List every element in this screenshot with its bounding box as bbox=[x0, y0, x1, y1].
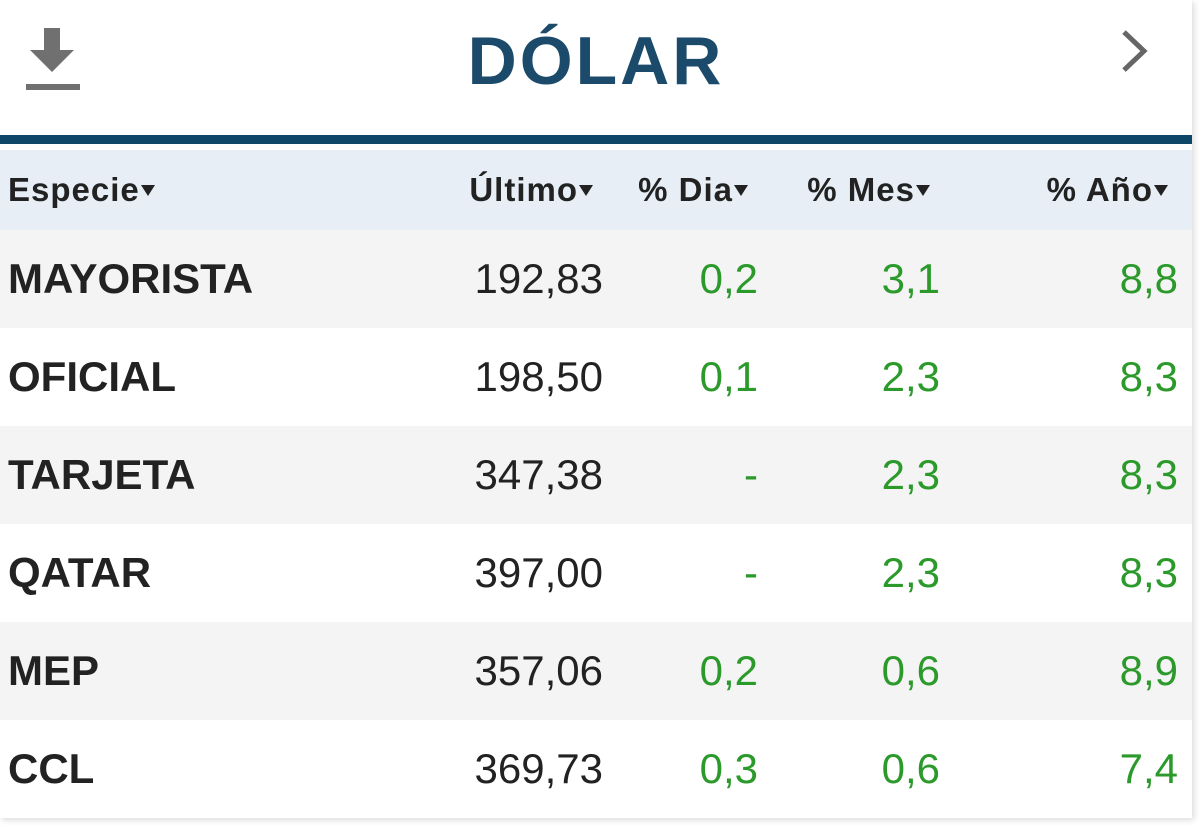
cell-value: 198,50 bbox=[474, 353, 603, 400]
column-header[interactable]: Último bbox=[469, 150, 593, 230]
cell-value: 0,6 bbox=[881, 745, 940, 792]
cell-value: 8,3 bbox=[1119, 353, 1178, 400]
column-header[interactable]: % Dia bbox=[638, 150, 748, 230]
cell-value: 0,2 bbox=[699, 647, 758, 694]
download-icon[interactable] bbox=[24, 26, 84, 94]
cell-value: 7,4 bbox=[1119, 745, 1178, 792]
table-row: MEP 357,06 0,2 0,6 8,9 bbox=[0, 622, 1192, 720]
sort-arrow[interactable] bbox=[916, 183, 930, 197]
row-name: OFICIAL bbox=[8, 353, 176, 400]
title: DÓLAR bbox=[467, 23, 725, 99]
sort-arrow[interactable] bbox=[579, 183, 593, 197]
column-header[interactable]: Especie bbox=[8, 150, 155, 230]
cell-value: 8,3 bbox=[1119, 451, 1178, 498]
cell-value: 8,9 bbox=[1119, 647, 1178, 694]
column-header[interactable]: % Mes bbox=[807, 150, 930, 230]
header-row: Especie Último % Dia % Mes % Año bbox=[0, 150, 1192, 230]
cell-value: 2,3 bbox=[881, 451, 940, 498]
column-label: % Mes bbox=[807, 171, 915, 208]
column-label: Especie bbox=[8, 171, 140, 208]
cell-value: 192,83 bbox=[474, 255, 603, 302]
column-label: Último bbox=[469, 171, 578, 208]
row-name: MAYORISTA bbox=[8, 255, 254, 302]
row-name: QATAR bbox=[8, 549, 152, 596]
row-name: MEP bbox=[8, 647, 100, 694]
cell-value: 8,8 bbox=[1119, 255, 1178, 302]
row-name: TARJETA bbox=[8, 451, 196, 498]
cell-value: 0,2 bbox=[699, 255, 758, 302]
sort-arrow[interactable] bbox=[734, 183, 748, 197]
cell-value: 2,3 bbox=[881, 549, 940, 596]
next-arrow[interactable] bbox=[1118, 28, 1150, 74]
row-name: CCL bbox=[8, 745, 95, 792]
cell-value: 8,3 bbox=[1119, 549, 1178, 596]
cell-value: 0,6 bbox=[881, 647, 940, 694]
cell-value: 347,38 bbox=[474, 451, 603, 498]
column-label: % Dia bbox=[638, 171, 733, 208]
sort-arrow[interactable] bbox=[140, 183, 155, 197]
cell-value: 397,00 bbox=[474, 549, 603, 596]
cell-value: - bbox=[744, 451, 758, 498]
cell-value: 2,3 bbox=[881, 353, 940, 400]
divider bbox=[0, 135, 1192, 144]
table-row: OFICIAL 198,50 0,1 2,3 8,3 bbox=[0, 328, 1192, 426]
cell-value: 369,73 bbox=[474, 745, 603, 792]
cell-value: - bbox=[744, 549, 758, 596]
cell-value: 0,3 bbox=[699, 745, 758, 792]
table-row: QATAR 397,00 - 2,3 8,3 bbox=[0, 524, 1192, 622]
table-row: CCL 369,73 0,3 0,6 7,4 bbox=[0, 720, 1192, 818]
sort-arrow[interactable] bbox=[1154, 183, 1168, 197]
table-row: TARJETA 347,38 - 2,3 8,3 bbox=[0, 426, 1192, 524]
cell-value: 357,06 bbox=[474, 647, 603, 694]
table-row: MAYORISTA 192,83 0,2 3,1 8,8 bbox=[0, 230, 1192, 328]
column-label: % Año bbox=[1046, 171, 1153, 208]
column-header[interactable]: % Año bbox=[1047, 150, 1168, 230]
cell-value: 0,1 bbox=[699, 353, 758, 400]
cell-value: 3,1 bbox=[881, 255, 940, 302]
